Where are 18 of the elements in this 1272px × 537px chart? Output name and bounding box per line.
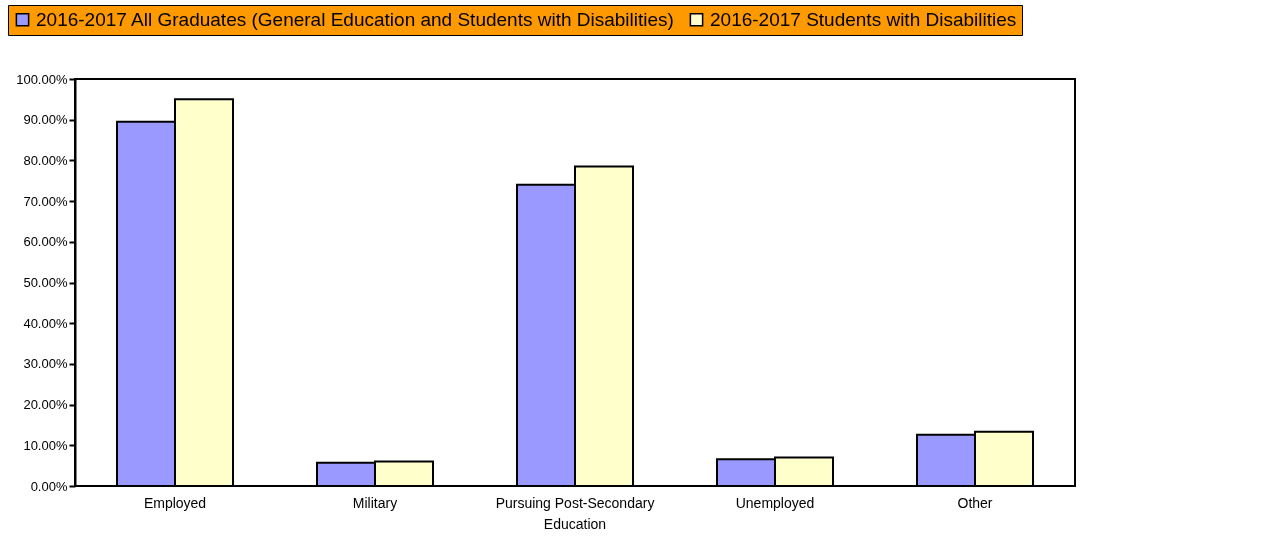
y-tick-label: 50.00% [23,275,68,290]
y-tick-label: 80.00% [23,152,68,168]
y-tick-label: 30.00% [23,356,68,372]
y-tick-label: 10.00% [23,437,68,453]
y-tick-label: 100.00% [16,71,68,87]
x-tick-label: Unemployed [735,494,815,511]
y-tick-label: 0.00% [30,478,68,494]
x-tick-label: Employed [143,494,207,511]
y-tick-label: 40.00% [23,315,68,331]
x-tick-label: Pursuing Post-Secondary Education [495,494,655,532]
x-tick-label: Military [352,494,398,511]
legend-label: 2016-2017 All Graduates (General Education and Students with Disabilities) [36,8,674,30]
y-tick-label: 70.00% [23,193,68,209]
x-tick-label: Other [957,494,993,511]
legend-label: 2016-2017 Students with Disabilities [710,8,1017,30]
y-tick-label: 20.00% [23,397,68,413]
y-tick-label: 60.00% [23,234,68,250]
y-tick-label: 90.00% [23,112,68,128]
